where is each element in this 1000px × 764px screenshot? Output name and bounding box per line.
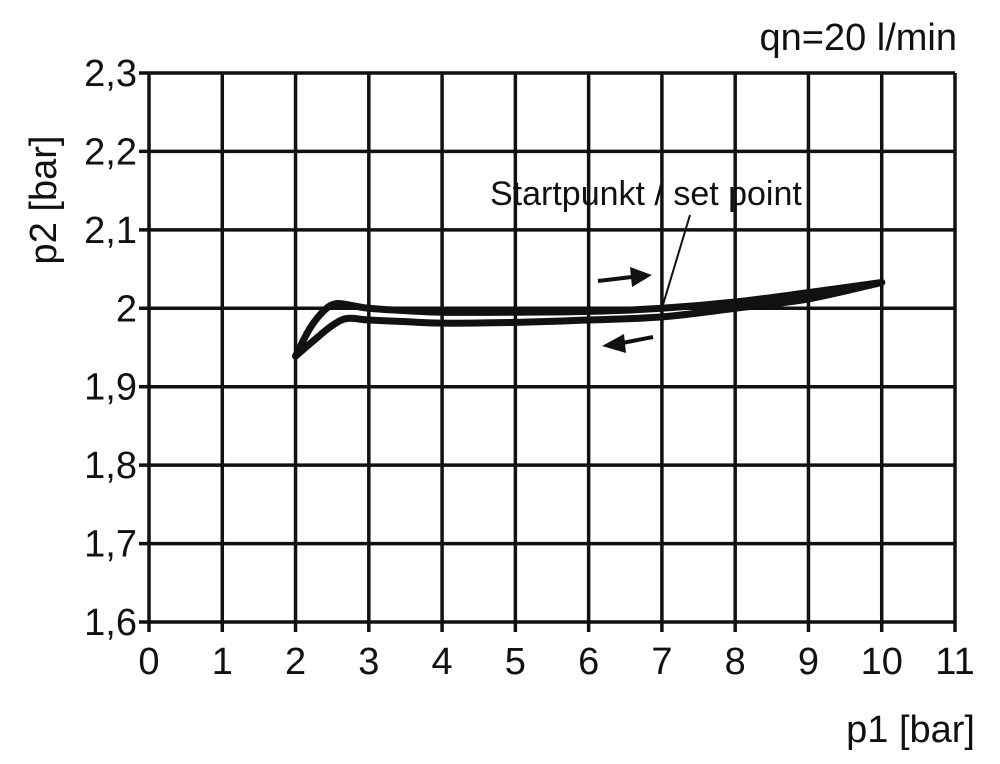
x-tick-label: 9 (798, 641, 819, 683)
tick-labels: 0 1 2 3 4 5 6 7 8 9 10 11 1,6 1,7 1,8 1,9 2 2,1 2,2 2,3 (84, 53, 975, 683)
set-point-label: Startpunkt / set point (490, 175, 802, 213)
arrow-right-icon (597, 275, 633, 283)
y-tick-label: 1,8 (84, 445, 137, 487)
y-axis-label: p2 [bar] (23, 136, 65, 265)
y-tick-label: 2,1 (84, 210, 137, 252)
grid (139, 71, 957, 632)
x-tick-label: 7 (651, 641, 672, 683)
x-tick-label: 5 (505, 641, 526, 683)
x-tick-label: 3 (358, 641, 379, 683)
set-point-leader-line (660, 214, 691, 309)
y-tick-label: 1,7 (84, 524, 137, 566)
x-tick-label: 8 (725, 641, 746, 683)
annotation-top: qn=20 l/min (759, 17, 957, 59)
y-tick-label: 2 (116, 288, 137, 330)
y-tick-label: 1,6 (84, 602, 137, 644)
y-tick-label: 2,2 (84, 131, 137, 173)
series (292, 278, 886, 360)
x-tick-label: 0 (138, 641, 159, 683)
annotations: qn=20 l/min p1 [bar] p2 [bar] Startpunkt… (23, 17, 975, 751)
arrow-left-icon (602, 334, 626, 353)
x-axis-label: p1 [bar] (846, 709, 975, 751)
arrow-left-icon (621, 335, 654, 345)
series-line-increasing (292, 278, 886, 360)
y-tick-label: 1,9 (84, 367, 137, 409)
series-line-decreasing (292, 278, 886, 360)
x-tick-label: 2 (285, 641, 306, 683)
arrow-right-icon (630, 267, 652, 287)
x-tick-label: 4 (432, 641, 453, 683)
x-tick-label: 6 (578, 641, 599, 683)
x-tick-label: 1 (212, 641, 233, 683)
x-tick-label: 10 (861, 641, 903, 683)
y-tick-label: 2,3 (84, 53, 137, 95)
x-tick-label: 11 (935, 641, 974, 683)
